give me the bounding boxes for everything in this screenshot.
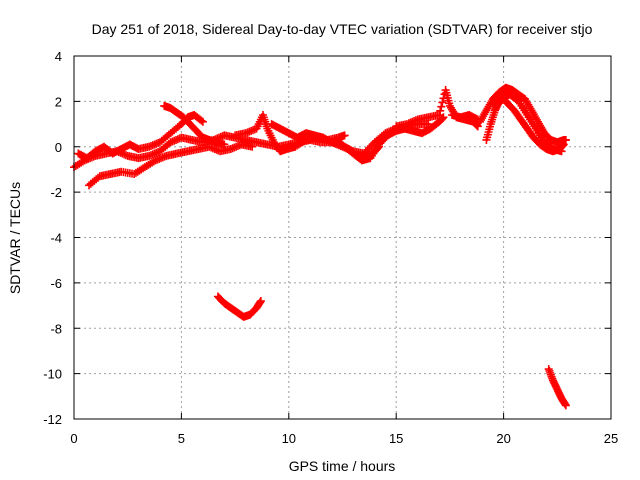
data-point: [300, 137, 309, 146]
data-point: [198, 117, 207, 126]
tick-labels: 0 5 10 15 20 25 -12 -10 -8 -6 -4 -2 0 2 4: [43, 49, 618, 446]
chart-title: Day 251 of 2018, Sidereal Day-to-day VTE…: [92, 21, 593, 37]
y-tick-label: -12: [43, 412, 62, 427]
series-track-14: [544, 365, 570, 410]
series-track-4: [160, 101, 229, 149]
x-tick-label: 10: [282, 431, 296, 446]
data-point: [561, 401, 570, 410]
x-tick-label: 20: [496, 431, 510, 446]
data-point: [435, 110, 444, 119]
plot-frame: [73, 55, 612, 420]
data-point: [473, 122, 482, 131]
series-track-11: [475, 83, 570, 147]
data-point: [256, 297, 265, 306]
data-point: [561, 135, 570, 144]
y-tick-label: -10: [43, 367, 62, 382]
data-point: [439, 113, 448, 122]
series-track-13: [213, 292, 265, 321]
data-point: [438, 98, 447, 107]
y-tick-label: 4: [55, 49, 62, 64]
x-tick-label: 0: [70, 431, 77, 446]
x-tick-label: 5: [178, 431, 185, 446]
y-tick-label: -4: [50, 231, 62, 246]
data-point: [248, 142, 257, 151]
y-tick-label: 2: [55, 94, 62, 109]
y-axis-label: SDTVAR / TECUs: [7, 182, 23, 294]
data-point: [557, 147, 566, 156]
data-point: [220, 140, 229, 149]
y-tick-label: -8: [50, 321, 62, 336]
data-point: [437, 102, 446, 111]
x-tick-label: 15: [389, 431, 403, 446]
data-point: [340, 131, 349, 140]
data-point: [197, 116, 206, 125]
series-track-7: [332, 113, 448, 165]
data-point: [436, 106, 445, 115]
y-tick-label: 0: [55, 140, 62, 155]
data-points: [70, 83, 570, 410]
series-track-3: [74, 110, 207, 163]
series-track-9: [448, 110, 482, 124]
x-tick-label: 25: [604, 431, 618, 446]
series-track-12: [488, 90, 566, 156]
x-axis-label: GPS time / hours: [289, 458, 396, 474]
y-tick-label: -6: [50, 276, 62, 291]
series-track-2: [85, 140, 257, 190]
y-tick-label: -2: [50, 185, 62, 200]
